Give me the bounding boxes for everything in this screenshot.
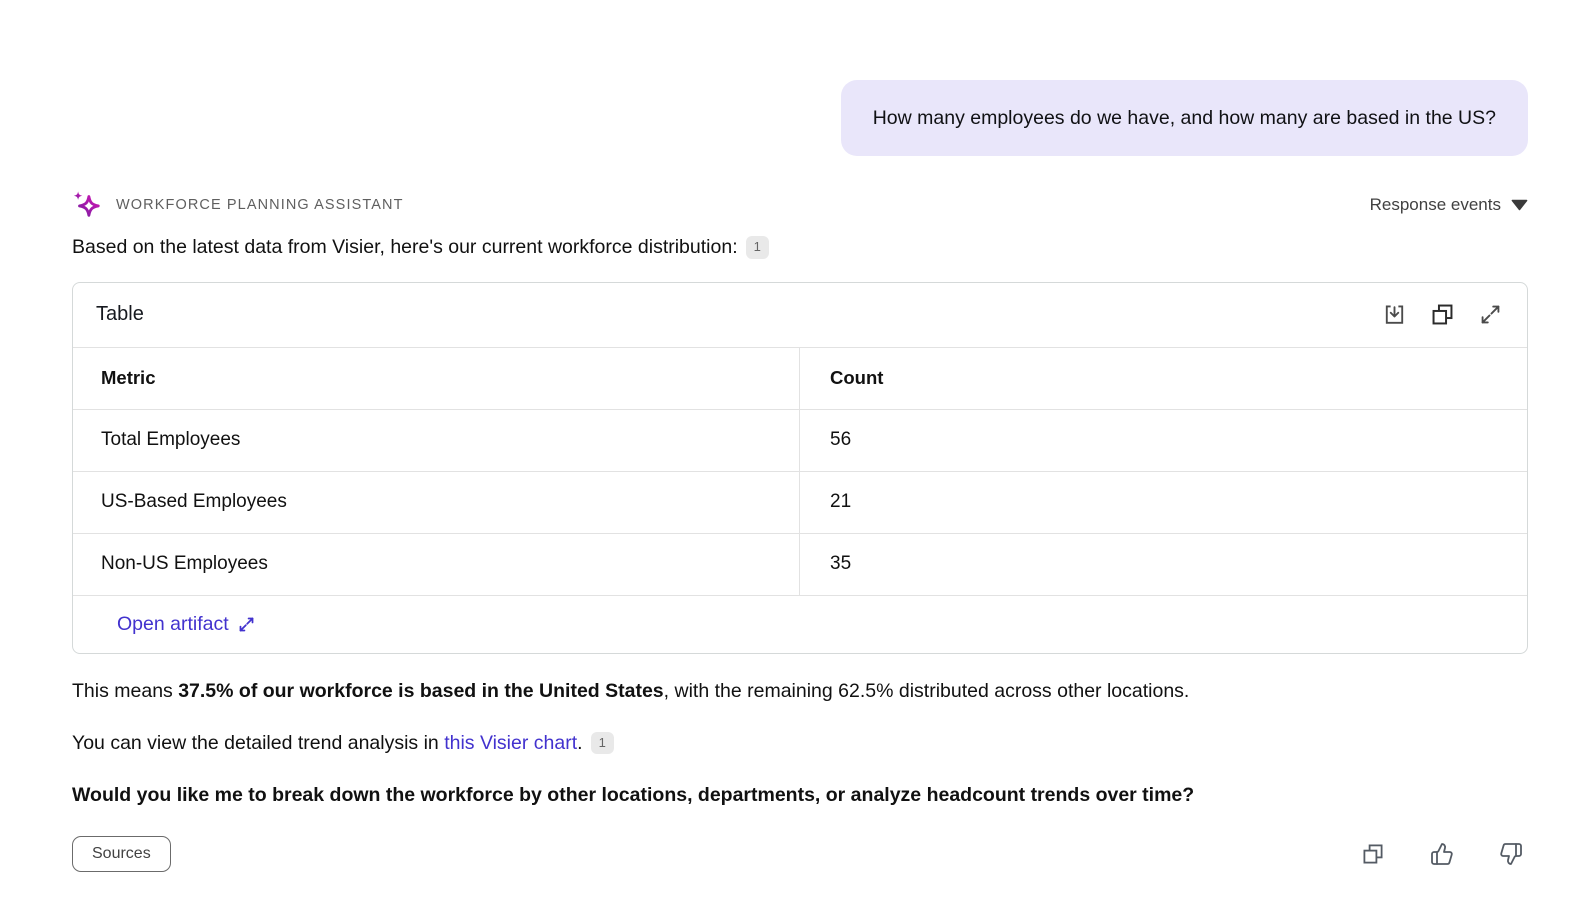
open-artifact-link[interactable]: Open artifact bbox=[117, 613, 256, 636]
expand-button[interactable] bbox=[1477, 302, 1503, 328]
feedback-actions bbox=[1360, 841, 1524, 867]
intro-text: Based on the latest data from Visier, he… bbox=[72, 236, 738, 259]
count-cell: 56 bbox=[830, 429, 852, 451]
assistant-identity: WORKFORCE PLANNING ASSISTANT bbox=[72, 190, 404, 220]
analysis-prefix: This means bbox=[72, 679, 179, 702]
metric-cell: Total Employees bbox=[73, 409, 800, 471]
expand-icon bbox=[1478, 302, 1503, 327]
download-icon bbox=[1382, 302, 1407, 327]
analysis-suffix: , with the remaining 62.5% distributed a… bbox=[663, 679, 1190, 702]
thumbs-down-icon bbox=[1499, 842, 1523, 866]
visier-chart-link[interactable]: this Visier chart bbox=[444, 731, 578, 754]
analysis-bold-stat: 37.5% of our workforce is based in the U… bbox=[178, 679, 664, 702]
sources-button[interactable]: Sources bbox=[72, 835, 171, 872]
table-card-actions bbox=[1381, 302, 1503, 328]
response-events-label: Response events bbox=[1369, 195, 1501, 215]
thumbs-up-button[interactable] bbox=[1429, 841, 1455, 867]
column-header-metric: Metric bbox=[73, 347, 800, 409]
table-header-row: Metric Count bbox=[73, 346, 1527, 409]
table-row: US-Based Employees 21 bbox=[73, 470, 1527, 533]
analysis-paragraph: This means 37.5% of our workforce is bas… bbox=[72, 678, 1528, 705]
assistant-name: WORKFORCE PLANNING ASSISTANT bbox=[116, 197, 404, 214]
chart-reference-paragraph: You can view the detailed trend analysis… bbox=[72, 730, 1528, 757]
intro-paragraph: Based on the latest data from Visier, he… bbox=[72, 234, 1528, 261]
copy-icon bbox=[1361, 842, 1385, 866]
metric-cell: Non-US Employees bbox=[73, 533, 800, 595]
table-card-title: Table bbox=[96, 303, 144, 326]
open-artifact-label: Open artifact bbox=[117, 612, 229, 635]
response-events-toggle[interactable]: Response events bbox=[1370, 195, 1528, 215]
chartref-suffix: . bbox=[577, 731, 583, 754]
table-artifact-card: Table bbox=[72, 281, 1528, 654]
column-header-count: Count bbox=[830, 367, 884, 389]
user-message-bubble: How many employees do we have, and how m… bbox=[840, 80, 1528, 157]
caret-down-icon bbox=[1511, 199, 1528, 211]
assistant-header: WORKFORCE PLANNING ASSISTANT Response ev… bbox=[72, 189, 1528, 221]
user-message-row: How many employees do we have, and how m… bbox=[72, 80, 1528, 157]
table-row: Non-US Employees 35 bbox=[73, 532, 1527, 595]
download-button[interactable] bbox=[1381, 302, 1407, 328]
message-footer: Sources bbox=[72, 835, 1528, 872]
table-row: Total Employees 56 bbox=[73, 408, 1527, 471]
follow-up-question: Would you like me to break down the work… bbox=[72, 784, 1195, 807]
citation-badge[interactable]: 1 bbox=[745, 236, 769, 259]
copy-table-button[interactable] bbox=[1429, 302, 1455, 328]
sparkle-icon bbox=[72, 190, 102, 220]
copy-response-button[interactable] bbox=[1360, 841, 1386, 867]
table-card-header: Table bbox=[73, 283, 1527, 347]
citation-badge[interactable]: 1 bbox=[590, 731, 614, 755]
table-card-footer: Open artifact bbox=[73, 594, 1527, 653]
count-cell: 21 bbox=[830, 491, 852, 513]
chartref-prefix: You can view the detailed trend analysis… bbox=[72, 731, 445, 754]
thumbs-down-button[interactable] bbox=[1498, 841, 1524, 867]
open-external-icon bbox=[237, 615, 256, 634]
copy-icon bbox=[1430, 302, 1455, 327]
metric-cell: US-Based Employees bbox=[73, 471, 800, 533]
count-cell: 35 bbox=[830, 553, 852, 575]
thumbs-up-icon bbox=[1430, 842, 1454, 866]
